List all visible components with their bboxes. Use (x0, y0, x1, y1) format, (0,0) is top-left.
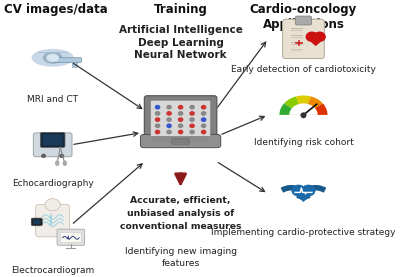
FancyBboxPatch shape (33, 133, 72, 157)
Circle shape (202, 130, 206, 134)
FancyBboxPatch shape (54, 58, 82, 62)
Text: Cardio-oncology
Applications: Cardio-oncology Applications (250, 3, 357, 31)
Circle shape (178, 124, 183, 127)
Text: Identifying risk cohort: Identifying risk cohort (254, 138, 353, 147)
Wedge shape (289, 103, 318, 115)
Text: features: features (161, 259, 200, 268)
Ellipse shape (47, 55, 58, 61)
Text: Training: Training (154, 3, 208, 16)
Circle shape (178, 118, 183, 121)
Wedge shape (304, 104, 328, 115)
Text: Echocardiography: Echocardiography (12, 179, 94, 188)
Polygon shape (307, 37, 324, 45)
Circle shape (202, 112, 206, 115)
Circle shape (167, 118, 171, 121)
Wedge shape (304, 96, 323, 115)
Text: Artificial Intelligence
Deep Learning
Neural Network: Artificial Intelligence Deep Learning Ne… (119, 25, 242, 60)
Text: Identifying new imaging: Identifying new imaging (124, 247, 237, 255)
Text: unbiased analysis of: unbiased analysis of (127, 209, 234, 218)
Text: Accurate, efficient,: Accurate, efficient, (130, 196, 231, 206)
Wedge shape (284, 96, 304, 115)
Ellipse shape (63, 161, 66, 165)
Circle shape (178, 106, 183, 109)
Circle shape (156, 130, 160, 134)
Circle shape (178, 112, 183, 115)
Circle shape (202, 106, 206, 109)
Circle shape (156, 112, 160, 115)
FancyBboxPatch shape (140, 134, 221, 148)
Circle shape (190, 124, 194, 127)
Text: MRI and CT: MRI and CT (27, 94, 78, 104)
Circle shape (167, 112, 171, 115)
FancyBboxPatch shape (33, 220, 40, 224)
Circle shape (301, 113, 306, 117)
FancyBboxPatch shape (172, 138, 190, 145)
Text: conventional measures: conventional measures (120, 222, 241, 230)
Circle shape (292, 185, 305, 196)
Circle shape (190, 106, 194, 109)
FancyBboxPatch shape (40, 132, 65, 147)
FancyBboxPatch shape (144, 96, 217, 140)
FancyBboxPatch shape (60, 232, 81, 243)
Circle shape (60, 154, 64, 157)
Circle shape (42, 154, 45, 157)
Text: Implementing cardio-protective strategy: Implementing cardio-protective strategy (211, 228, 396, 237)
Circle shape (167, 106, 171, 109)
Wedge shape (296, 96, 311, 115)
Circle shape (202, 118, 206, 121)
Ellipse shape (44, 53, 62, 63)
FancyBboxPatch shape (72, 61, 78, 67)
Circle shape (45, 199, 60, 211)
FancyBboxPatch shape (57, 229, 85, 245)
Circle shape (190, 118, 194, 121)
FancyBboxPatch shape (43, 135, 62, 145)
Circle shape (306, 32, 318, 41)
FancyBboxPatch shape (36, 204, 70, 237)
Ellipse shape (32, 50, 73, 66)
Circle shape (190, 130, 194, 134)
Circle shape (202, 124, 206, 127)
FancyBboxPatch shape (295, 16, 312, 25)
FancyBboxPatch shape (150, 100, 211, 137)
FancyBboxPatch shape (282, 19, 324, 58)
Polygon shape (293, 191, 314, 201)
Circle shape (314, 32, 325, 41)
Ellipse shape (56, 161, 59, 165)
Text: Electrocardiogram: Electrocardiogram (11, 266, 94, 275)
Text: Early detection of cardiotoxicity: Early detection of cardiotoxicity (231, 65, 376, 74)
Text: CV images/data: CV images/data (4, 3, 108, 16)
Circle shape (156, 118, 160, 121)
Wedge shape (279, 104, 304, 115)
Circle shape (156, 124, 160, 127)
Circle shape (302, 185, 315, 196)
Circle shape (167, 124, 171, 127)
Circle shape (156, 106, 160, 109)
Circle shape (190, 112, 194, 115)
Circle shape (178, 130, 183, 134)
FancyBboxPatch shape (31, 218, 42, 226)
Circle shape (167, 130, 171, 134)
